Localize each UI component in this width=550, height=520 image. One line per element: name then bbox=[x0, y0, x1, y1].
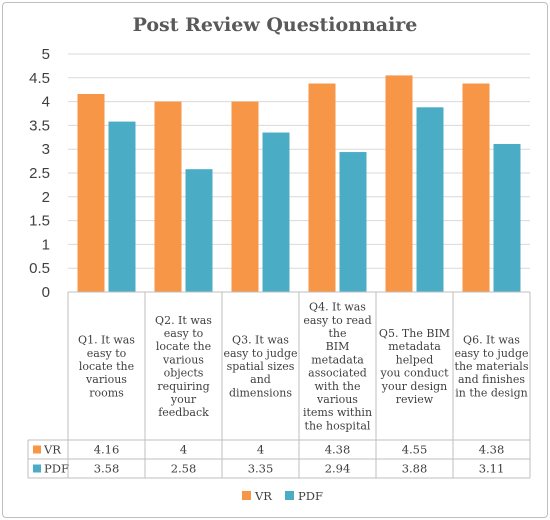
legend-label: VR bbox=[254, 489, 272, 503]
y-tick-label: 3.5 bbox=[29, 117, 50, 134]
table-series-name: VR bbox=[43, 443, 61, 457]
category-label: Q5. The BIM metadata helped you conduct your… bbox=[379, 327, 450, 406]
category-label: Q6. It was easy to judge the materials and … bbox=[454, 334, 528, 400]
bar-pdf bbox=[262, 132, 290, 292]
bar-vr bbox=[308, 83, 336, 293]
y-tick-label: 0 bbox=[42, 284, 50, 301]
data-label: 2.58 bbox=[171, 462, 197, 476]
table-legend-key bbox=[33, 445, 41, 454]
bar-pdf bbox=[493, 143, 521, 292]
y-tick-label: 4 bbox=[42, 94, 50, 111]
y-tick-label: 3 bbox=[42, 141, 50, 158]
bar-vr bbox=[385, 75, 413, 292]
data-label: 4.16 bbox=[94, 443, 120, 457]
chart-title: Post Review Questionnaire bbox=[133, 14, 418, 36]
bar-vr bbox=[77, 93, 105, 292]
category-label: Q3. It was easy to judge spatial sizes and d… bbox=[223, 334, 297, 400]
data-label: 4.55 bbox=[402, 443, 428, 457]
bar-pdf bbox=[185, 169, 213, 292]
bar-vr bbox=[154, 101, 182, 292]
legend-swatch bbox=[242, 491, 251, 500]
legend-label: PDF bbox=[298, 489, 323, 503]
bar-vr bbox=[231, 101, 259, 292]
y-tick-label: 2.5 bbox=[29, 165, 50, 182]
y-tick-label: 4.5 bbox=[29, 70, 50, 87]
bar-pdf bbox=[108, 121, 136, 292]
data-label: 4 bbox=[180, 443, 187, 457]
data-label: 3.35 bbox=[248, 462, 274, 476]
table-legend-key bbox=[33, 464, 41, 473]
data-label: 4 bbox=[257, 443, 264, 457]
legend-swatch bbox=[285, 491, 294, 500]
y-tick-label: 1 bbox=[42, 236, 50, 253]
y-tick-label: 5 bbox=[42, 46, 50, 63]
y-tick-label: 1.5 bbox=[29, 213, 50, 230]
data-label: 3.88 bbox=[402, 462, 428, 476]
table-series-name: PDF bbox=[44, 462, 69, 476]
data-label: 3.58 bbox=[94, 462, 120, 476]
data-label: 3.11 bbox=[479, 462, 505, 476]
y-tick-label: 2 bbox=[42, 189, 50, 206]
category-label: Q1. It was easy to locate the various rooms bbox=[78, 334, 135, 400]
data-label: 4.38 bbox=[325, 443, 351, 457]
data-label: 2.94 bbox=[325, 462, 351, 476]
bar-pdf bbox=[416, 107, 444, 292]
category-label: Q4. It was easy to read the BIM metadata asso… bbox=[303, 301, 372, 433]
y-tick-label: 0.5 bbox=[29, 260, 50, 277]
category-label: Q2. It was easy to locate the various object… bbox=[155, 314, 212, 419]
bar-pdf bbox=[339, 152, 367, 292]
bar-vr bbox=[462, 83, 490, 293]
data-label: 4.38 bbox=[479, 443, 505, 457]
